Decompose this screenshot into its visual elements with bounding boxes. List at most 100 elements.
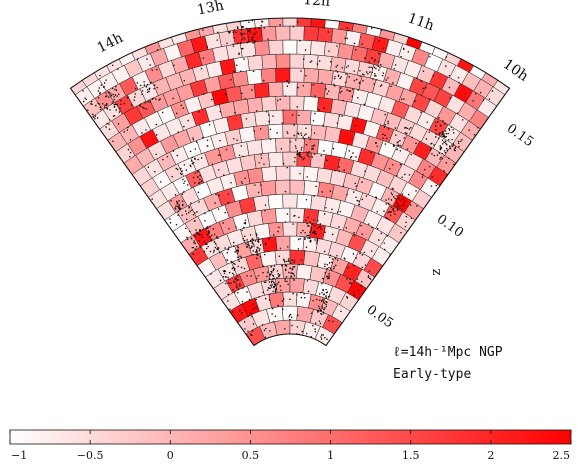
ra-tick-label: 14h [95,30,126,56]
density-cell [296,263,313,280]
density-cell [275,95,291,111]
density-cell [254,40,270,56]
density-cell [267,263,284,280]
density-cell [247,54,264,71]
redshift-tick-label: 0.15 [504,121,536,150]
density-cell [478,48,498,69]
density-cell [289,25,305,41]
density-cell [70,63,79,84]
density-cell [289,179,306,195]
density-cell [310,152,327,169]
density-cell [246,69,263,86]
density-cell [261,54,277,70]
density-cells [70,0,510,346]
density-cell [245,181,263,199]
density-cell [268,18,284,27]
density-cell [145,19,164,39]
density-cell [260,208,277,225]
density-cell [289,53,305,69]
redshift-tick-label: 0.10 [434,212,466,241]
density-cell [310,124,327,141]
density-cell [82,48,102,69]
density-cell [275,235,291,251]
galaxy-type-label: Early-type [393,367,471,382]
density-cell [317,26,334,43]
density-cell [289,235,305,251]
density-cell [296,109,312,126]
redshift-axis-title: z [429,268,444,275]
density-cell [259,250,277,268]
density-cell [289,207,305,223]
ra-tick-label: 12h [303,0,331,10]
density-cell [267,123,284,140]
density-cell [275,207,291,223]
density-cell [246,97,264,114]
density-cell [282,39,298,55]
density-cell [289,95,305,111]
density-cell [274,249,291,265]
density-cell [132,24,151,44]
colorbar-tick-label: 2 [487,449,494,462]
density-cell [269,0,283,13]
density-cell [303,180,320,197]
colorbar-tick-label: −0.5 [77,449,104,462]
colorbar-tick-label: 1 [327,449,334,462]
ra-tick-label: 10h [500,56,531,84]
density-cell [323,111,340,129]
density-cell [296,39,312,55]
density-cell [227,1,243,17]
ra-tick-label: 11h [406,10,437,34]
density-cell [454,36,474,56]
density-cell [289,165,305,181]
colorbar-ticks: −1 −0.5 0 0.5 1 1.5 2 2.5 [9,430,572,462]
density-cell [219,58,237,76]
density-cell [466,42,486,62]
density-cell [268,109,284,126]
density-cell [238,126,256,143]
density-cell [232,28,250,45]
density-cell [296,123,313,140]
density-cell [310,18,327,28]
density-cell [316,54,333,71]
density-cell [268,221,284,238]
density-cell [296,18,312,27]
density-cell [267,193,284,210]
density-cell [317,69,334,86]
density-cell [324,18,341,30]
density-cell [303,138,320,154]
density-cell [70,56,91,77]
density-cell [275,277,291,294]
colorbar-tick-label: 1.5 [402,449,420,462]
density-cell [330,56,347,73]
density-cell [275,25,291,41]
density-cell [239,83,256,101]
density-cell [247,167,264,185]
density-cell [377,18,395,26]
density-cell [261,166,277,182]
density-cell [337,1,353,17]
density-cell [232,98,250,116]
density-cell [275,165,291,181]
density-cell [239,154,257,172]
density-cell [254,223,271,240]
density-cell [253,124,270,141]
density-cell [268,151,284,168]
density-cell [282,109,298,125]
density-cell [241,0,256,15]
density-cell [274,179,291,195]
density-cell [253,18,270,28]
density-cell [261,26,277,42]
density-cell [231,70,249,88]
density-cell [281,305,299,321]
density-cell [303,166,319,182]
density-cell [317,139,334,156]
density-cell [253,152,270,169]
density-cell [303,26,319,42]
density-cell [253,194,270,212]
density-cell [275,137,291,153]
density-cell [171,18,190,30]
density-cell [233,56,250,73]
density-cell [240,111,257,129]
